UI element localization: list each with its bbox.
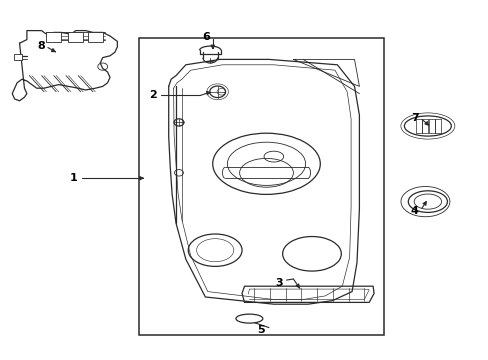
Text: 8: 8 [38, 41, 45, 51]
Text: 1: 1 [69, 173, 77, 183]
Text: 7: 7 [410, 113, 418, 123]
Text: 2: 2 [149, 90, 157, 100]
Text: 6: 6 [202, 32, 210, 42]
Bar [88, 32, 102, 42]
Ellipse shape [236, 314, 263, 323]
Bar [46, 32, 61, 42]
Text: 3: 3 [274, 278, 282, 288]
Bar [139, 38, 383, 335]
Text: 5: 5 [256, 325, 264, 336]
Text: 4: 4 [410, 206, 418, 216]
Bar [68, 32, 83, 42]
Bar [14, 54, 22, 60]
